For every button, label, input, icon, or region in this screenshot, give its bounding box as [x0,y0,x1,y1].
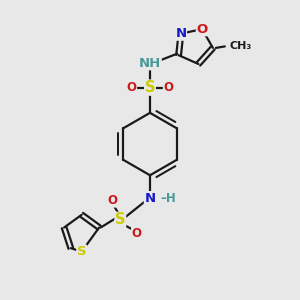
Text: –H: –H [160,192,176,205]
Text: S: S [77,245,86,258]
Text: S: S [115,212,125,227]
Text: O: O [127,81,136,94]
Text: CH₃: CH₃ [229,41,251,51]
Text: O: O [108,194,118,207]
Text: N: N [144,192,156,205]
Text: O: O [164,81,173,94]
Text: N: N [175,27,187,40]
Text: O: O [196,22,208,36]
Text: NH: NH [139,57,161,70]
Text: S: S [145,80,155,95]
Text: O: O [132,227,142,240]
